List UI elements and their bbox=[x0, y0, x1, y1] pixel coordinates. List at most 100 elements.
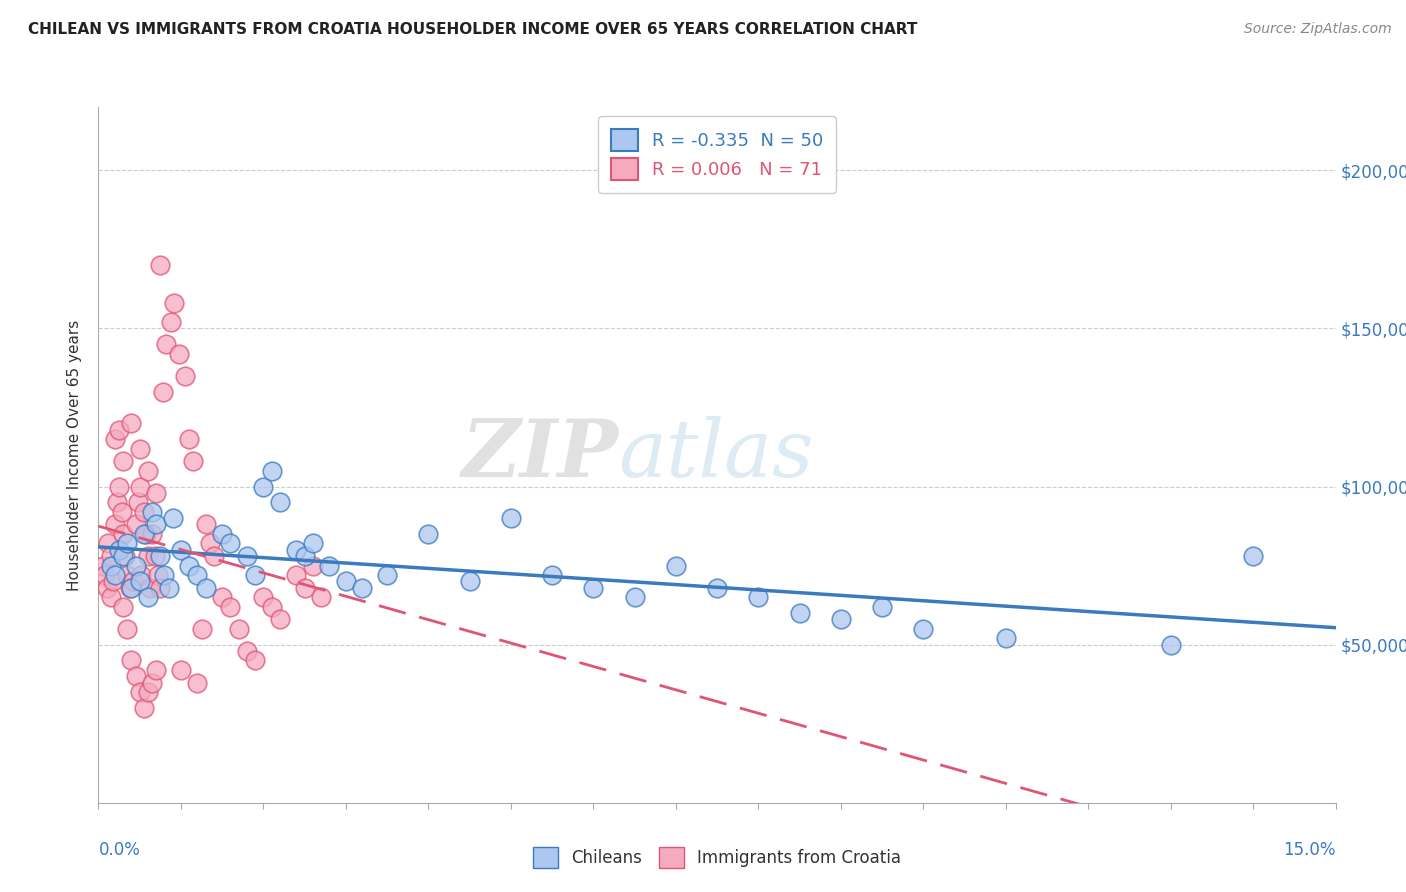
Point bbox=[186, 675, 208, 690]
Point bbox=[117, 568, 139, 582]
Point bbox=[132, 527, 155, 541]
Point bbox=[1241, 549, 1264, 563]
Y-axis label: Householder Income Over 65 years: Householder Income Over 65 years bbox=[67, 319, 83, 591]
Point bbox=[211, 591, 233, 605]
Point bbox=[252, 479, 274, 493]
Point bbox=[145, 486, 167, 500]
Point bbox=[108, 542, 131, 557]
Point bbox=[260, 464, 283, 478]
Point bbox=[499, 511, 522, 525]
Text: 15.0%: 15.0% bbox=[1284, 841, 1336, 859]
Point bbox=[124, 669, 146, 683]
Point bbox=[302, 558, 325, 573]
Point bbox=[112, 454, 135, 468]
Point bbox=[269, 612, 291, 626]
Point bbox=[186, 568, 208, 582]
Point bbox=[152, 384, 174, 399]
Point bbox=[302, 536, 325, 550]
Point bbox=[124, 558, 146, 573]
Point bbox=[789, 606, 811, 620]
Point bbox=[120, 581, 142, 595]
Point bbox=[149, 581, 172, 595]
Point bbox=[260, 599, 283, 614]
Point bbox=[100, 549, 122, 563]
Point bbox=[110, 505, 132, 519]
Point bbox=[318, 558, 340, 573]
Point bbox=[228, 622, 250, 636]
Point bbox=[103, 574, 125, 589]
Point bbox=[236, 549, 259, 563]
Point bbox=[181, 454, 204, 468]
Point bbox=[124, 517, 146, 532]
Point bbox=[163, 296, 186, 310]
Point bbox=[335, 574, 357, 589]
Point bbox=[211, 527, 233, 541]
Text: 0.0%: 0.0% bbox=[98, 841, 141, 859]
Point bbox=[294, 581, 316, 595]
Point bbox=[135, 527, 157, 541]
Point bbox=[104, 568, 127, 582]
Point bbox=[418, 527, 440, 541]
Point bbox=[285, 568, 308, 582]
Point bbox=[219, 536, 242, 550]
Text: CHILEAN VS IMMIGRANTS FROM CROATIA HOUSEHOLDER INCOME OVER 65 YEARS CORRELATION : CHILEAN VS IMMIGRANTS FROM CROATIA HOUSE… bbox=[28, 22, 918, 37]
Point bbox=[141, 675, 163, 690]
Point bbox=[149, 258, 172, 272]
Point bbox=[830, 612, 852, 626]
Point bbox=[127, 495, 149, 509]
Point bbox=[582, 581, 605, 595]
Text: Source: ZipAtlas.com: Source: ZipAtlas.com bbox=[1244, 22, 1392, 37]
Point bbox=[145, 517, 167, 532]
Point bbox=[128, 442, 150, 456]
Point bbox=[236, 644, 259, 658]
Point bbox=[155, 337, 177, 351]
Point bbox=[194, 581, 217, 595]
Point bbox=[128, 479, 150, 493]
Point bbox=[179, 558, 201, 573]
Point bbox=[458, 574, 481, 589]
Point bbox=[128, 685, 150, 699]
Point bbox=[104, 517, 127, 532]
Point bbox=[294, 549, 316, 563]
Point bbox=[138, 581, 160, 595]
Point bbox=[285, 542, 308, 557]
Point bbox=[114, 549, 136, 563]
Point bbox=[623, 591, 645, 605]
Point bbox=[202, 549, 225, 563]
Point bbox=[120, 417, 142, 431]
Point bbox=[136, 685, 159, 699]
Point bbox=[122, 574, 145, 589]
Point bbox=[120, 653, 142, 667]
Point bbox=[100, 591, 122, 605]
Point bbox=[145, 663, 167, 677]
Point bbox=[91, 558, 114, 573]
Point bbox=[706, 581, 728, 595]
Point bbox=[112, 599, 135, 614]
Point bbox=[143, 549, 166, 563]
Point bbox=[190, 622, 212, 636]
Point bbox=[162, 511, 184, 525]
Point bbox=[97, 536, 120, 550]
Point bbox=[194, 517, 217, 532]
Point bbox=[117, 622, 139, 636]
Point bbox=[136, 464, 159, 478]
Point bbox=[375, 568, 398, 582]
Point bbox=[146, 568, 169, 582]
Point bbox=[167, 347, 190, 361]
Point bbox=[243, 653, 266, 667]
Point bbox=[912, 622, 935, 636]
Point bbox=[100, 558, 122, 573]
Point bbox=[117, 536, 139, 550]
Point bbox=[870, 599, 893, 614]
Point bbox=[269, 495, 291, 509]
Point bbox=[131, 568, 153, 582]
Text: ZIP: ZIP bbox=[461, 417, 619, 493]
Point bbox=[118, 581, 141, 595]
Point bbox=[105, 495, 128, 509]
Point bbox=[132, 505, 155, 519]
Point bbox=[252, 591, 274, 605]
Point bbox=[160, 315, 183, 329]
Point bbox=[170, 542, 193, 557]
Point bbox=[108, 423, 131, 437]
Point bbox=[174, 368, 197, 383]
